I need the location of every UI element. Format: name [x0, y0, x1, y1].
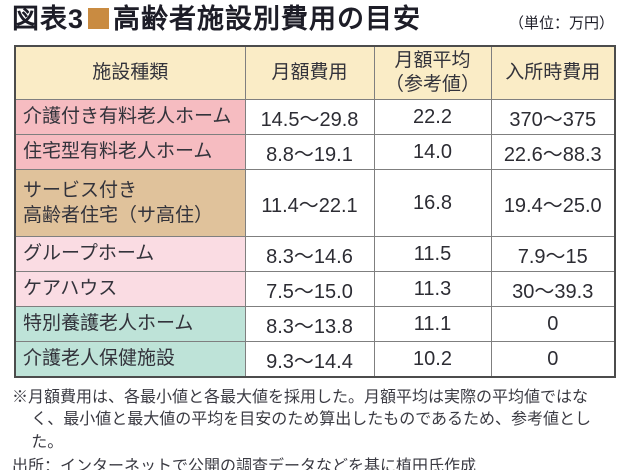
monthly-cost-cell: 11.4〜22.1: [244, 169, 375, 238]
monthly-cost-cell: 14.5〜29.8: [244, 99, 375, 136]
asterisk-note: ※月額費用は、各最小値と各最大値を採用した。月額平均は実際の平均値ではなく、最小…: [12, 388, 592, 452]
header-monthly-cost: 月額費用: [244, 45, 375, 101]
source-note: 出所：インターネットで公開の調査データなどを基に植田氏作成: [12, 457, 477, 470]
header-row: 施設種類 月額費用 月額平均 （参考値） 入所時費用: [14, 45, 616, 101]
move-in-cost-cell: 7.9〜15: [490, 236, 616, 273]
facility-name-cell: 介護付き有料老人ホーム: [14, 99, 246, 136]
monthly-average-cell: 10.2: [373, 341, 492, 378]
orange-square-icon: [88, 8, 110, 29]
table-row: 住宅型有料老人ホーム 8.8〜19.1 14.0 22.6〜88.3: [14, 134, 616, 171]
monthly-cost-cell: 8.8〜19.1: [244, 134, 375, 171]
facility-name-cell: グループホーム: [14, 236, 246, 273]
monthly-average-cell: 11.5: [373, 236, 492, 273]
unit-note: （単位：万円）: [508, 14, 614, 32]
monthly-average-cell: 11.1: [373, 306, 492, 343]
monthly-cost-cell: 8.3〜14.6: [244, 236, 375, 273]
figure-label: 図表3: [12, 4, 85, 34]
header-monthly-average: 月額平均 （参考値）: [373, 45, 492, 101]
header-move-in-cost: 入所時費用: [490, 45, 616, 101]
table-row: 介護老人保健施設 9.3〜14.4 10.2 0: [14, 341, 616, 378]
facility-cost-table: 施設種類 月額費用 月額平均 （参考値） 入所時費用 介護付き有料老人ホーム 1…: [14, 44, 616, 378]
table-row: グループホーム 8.3〜14.6 11.5 7.9〜15: [14, 236, 616, 273]
move-in-cost-cell: 19.4〜25.0: [490, 169, 616, 238]
table-row: ケアハウス 7.5〜15.0 11.3 30〜39.3: [14, 271, 616, 308]
facility-name-cell: 介護老人保健施設: [14, 341, 246, 378]
move-in-cost-cell: 0: [490, 341, 616, 378]
table-row: 介護付き有料老人ホーム 14.5〜29.8 22.2 370〜375: [14, 99, 616, 136]
move-in-cost-cell: 0: [490, 306, 616, 343]
facility-name-cell: 住宅型有料老人ホーム: [14, 134, 246, 171]
monthly-cost-cell: 7.5〜15.0: [244, 271, 375, 308]
table-header: 施設種類 月額費用 月額平均 （参考値） 入所時費用: [14, 45, 616, 101]
move-in-cost-cell: 22.6〜88.3: [490, 134, 616, 171]
monthly-cost-cell: 9.3〜14.4: [244, 341, 375, 378]
figure-title: 図表3 高齢者施設別費用の目安: [12, 3, 421, 37]
facility-name-cell: 特別養護老人ホーム: [14, 306, 246, 343]
monthly-average-cell: 11.3: [373, 271, 492, 308]
footnotes: ※月額費用は、各最小値と各最大値を採用した。月額平均は実際の平均値ではなく、最小…: [12, 387, 614, 470]
table-row: サービス付き 高齢者住宅（サ高住） 11.4〜22.1 16.8 19.4〜25…: [14, 169, 616, 238]
monthly-average-cell: 16.8: [373, 169, 492, 238]
monthly-average-cell: 14.0: [373, 134, 492, 171]
monthly-average-cell: 22.2: [373, 99, 492, 136]
facility-name-cell: ケアハウス: [14, 271, 246, 308]
facility-name-cell: サービス付き 高齢者住宅（サ高住）: [14, 169, 246, 238]
table-row: 特別養護老人ホーム 8.3〜13.8 11.1 0: [14, 306, 616, 343]
table-body: 介護付き有料老人ホーム 14.5〜29.8 22.2 370〜375 住宅型有料…: [14, 99, 616, 378]
figure-title-bar: 図表3 高齢者施設別費用の目安 （単位：万円）: [0, 0, 626, 37]
monthly-cost-cell: 8.3〜13.8: [244, 306, 375, 343]
move-in-cost-cell: 30〜39.3: [490, 271, 616, 308]
figure-title-text: 高齢者施設別費用の目安: [113, 4, 422, 34]
move-in-cost-cell: 370〜375: [490, 99, 616, 136]
header-facility-type: 施設種類: [14, 45, 246, 101]
